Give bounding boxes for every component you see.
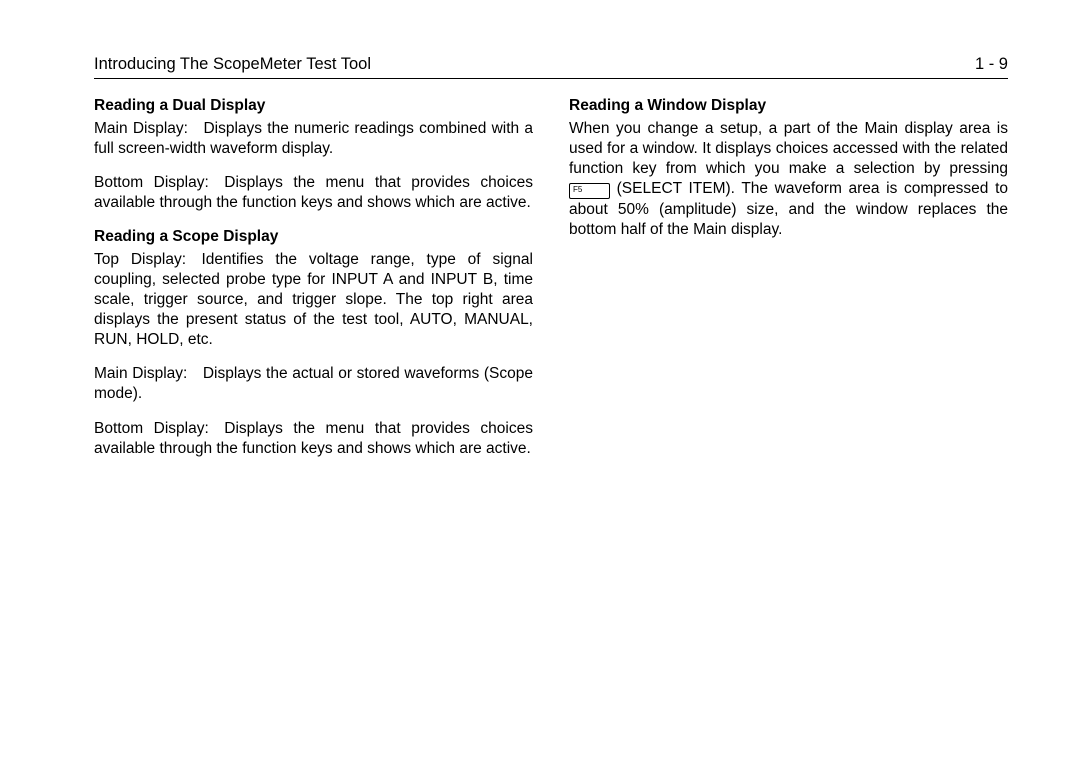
left-column: Reading a Dual Display Main Display: Dis… <box>94 97 533 473</box>
header-rule <box>94 78 1008 79</box>
para-scope-main: Main Display: Displays the actual or sto… <box>94 364 533 404</box>
two-column-layout: Reading a Dual Display Main Display: Dis… <box>94 97 1008 473</box>
para-window-post: (SELECT ITEM). The waveform area is comp… <box>569 180 1008 237</box>
para-dual-bottom: Bottom Display: Displays the menu that p… <box>94 173 533 213</box>
para-scope-bottom: Bottom Display: Displays the menu that p… <box>94 419 533 459</box>
para-dual-main: Main Display: Displays the numeric readi… <box>94 119 533 159</box>
para-scope-top: Top Display: Identifies the voltage rang… <box>94 250 533 351</box>
heading-window-display: Reading a Window Display <box>569 97 1008 115</box>
heading-scope-display: Reading a Scope Display <box>94 228 533 246</box>
f5-key-icon: F5 <box>569 183 610 199</box>
header-page-number: 1 - 9 <box>975 55 1008 74</box>
para-window-pre: When you change a setup, a part of the M… <box>569 120 1008 177</box>
para-window-body: When you change a setup, a part of the M… <box>569 119 1008 240</box>
heading-dual-display: Reading a Dual Display <box>94 97 533 115</box>
page-header: Introducing The ScopeMeter Test Tool 1 -… <box>94 55 1008 74</box>
document-page: Introducing The ScopeMeter Test Tool 1 -… <box>0 0 1080 762</box>
right-column: Reading a Window Display When you change… <box>569 97 1008 473</box>
header-title: Introducing The ScopeMeter Test Tool <box>94 55 371 74</box>
